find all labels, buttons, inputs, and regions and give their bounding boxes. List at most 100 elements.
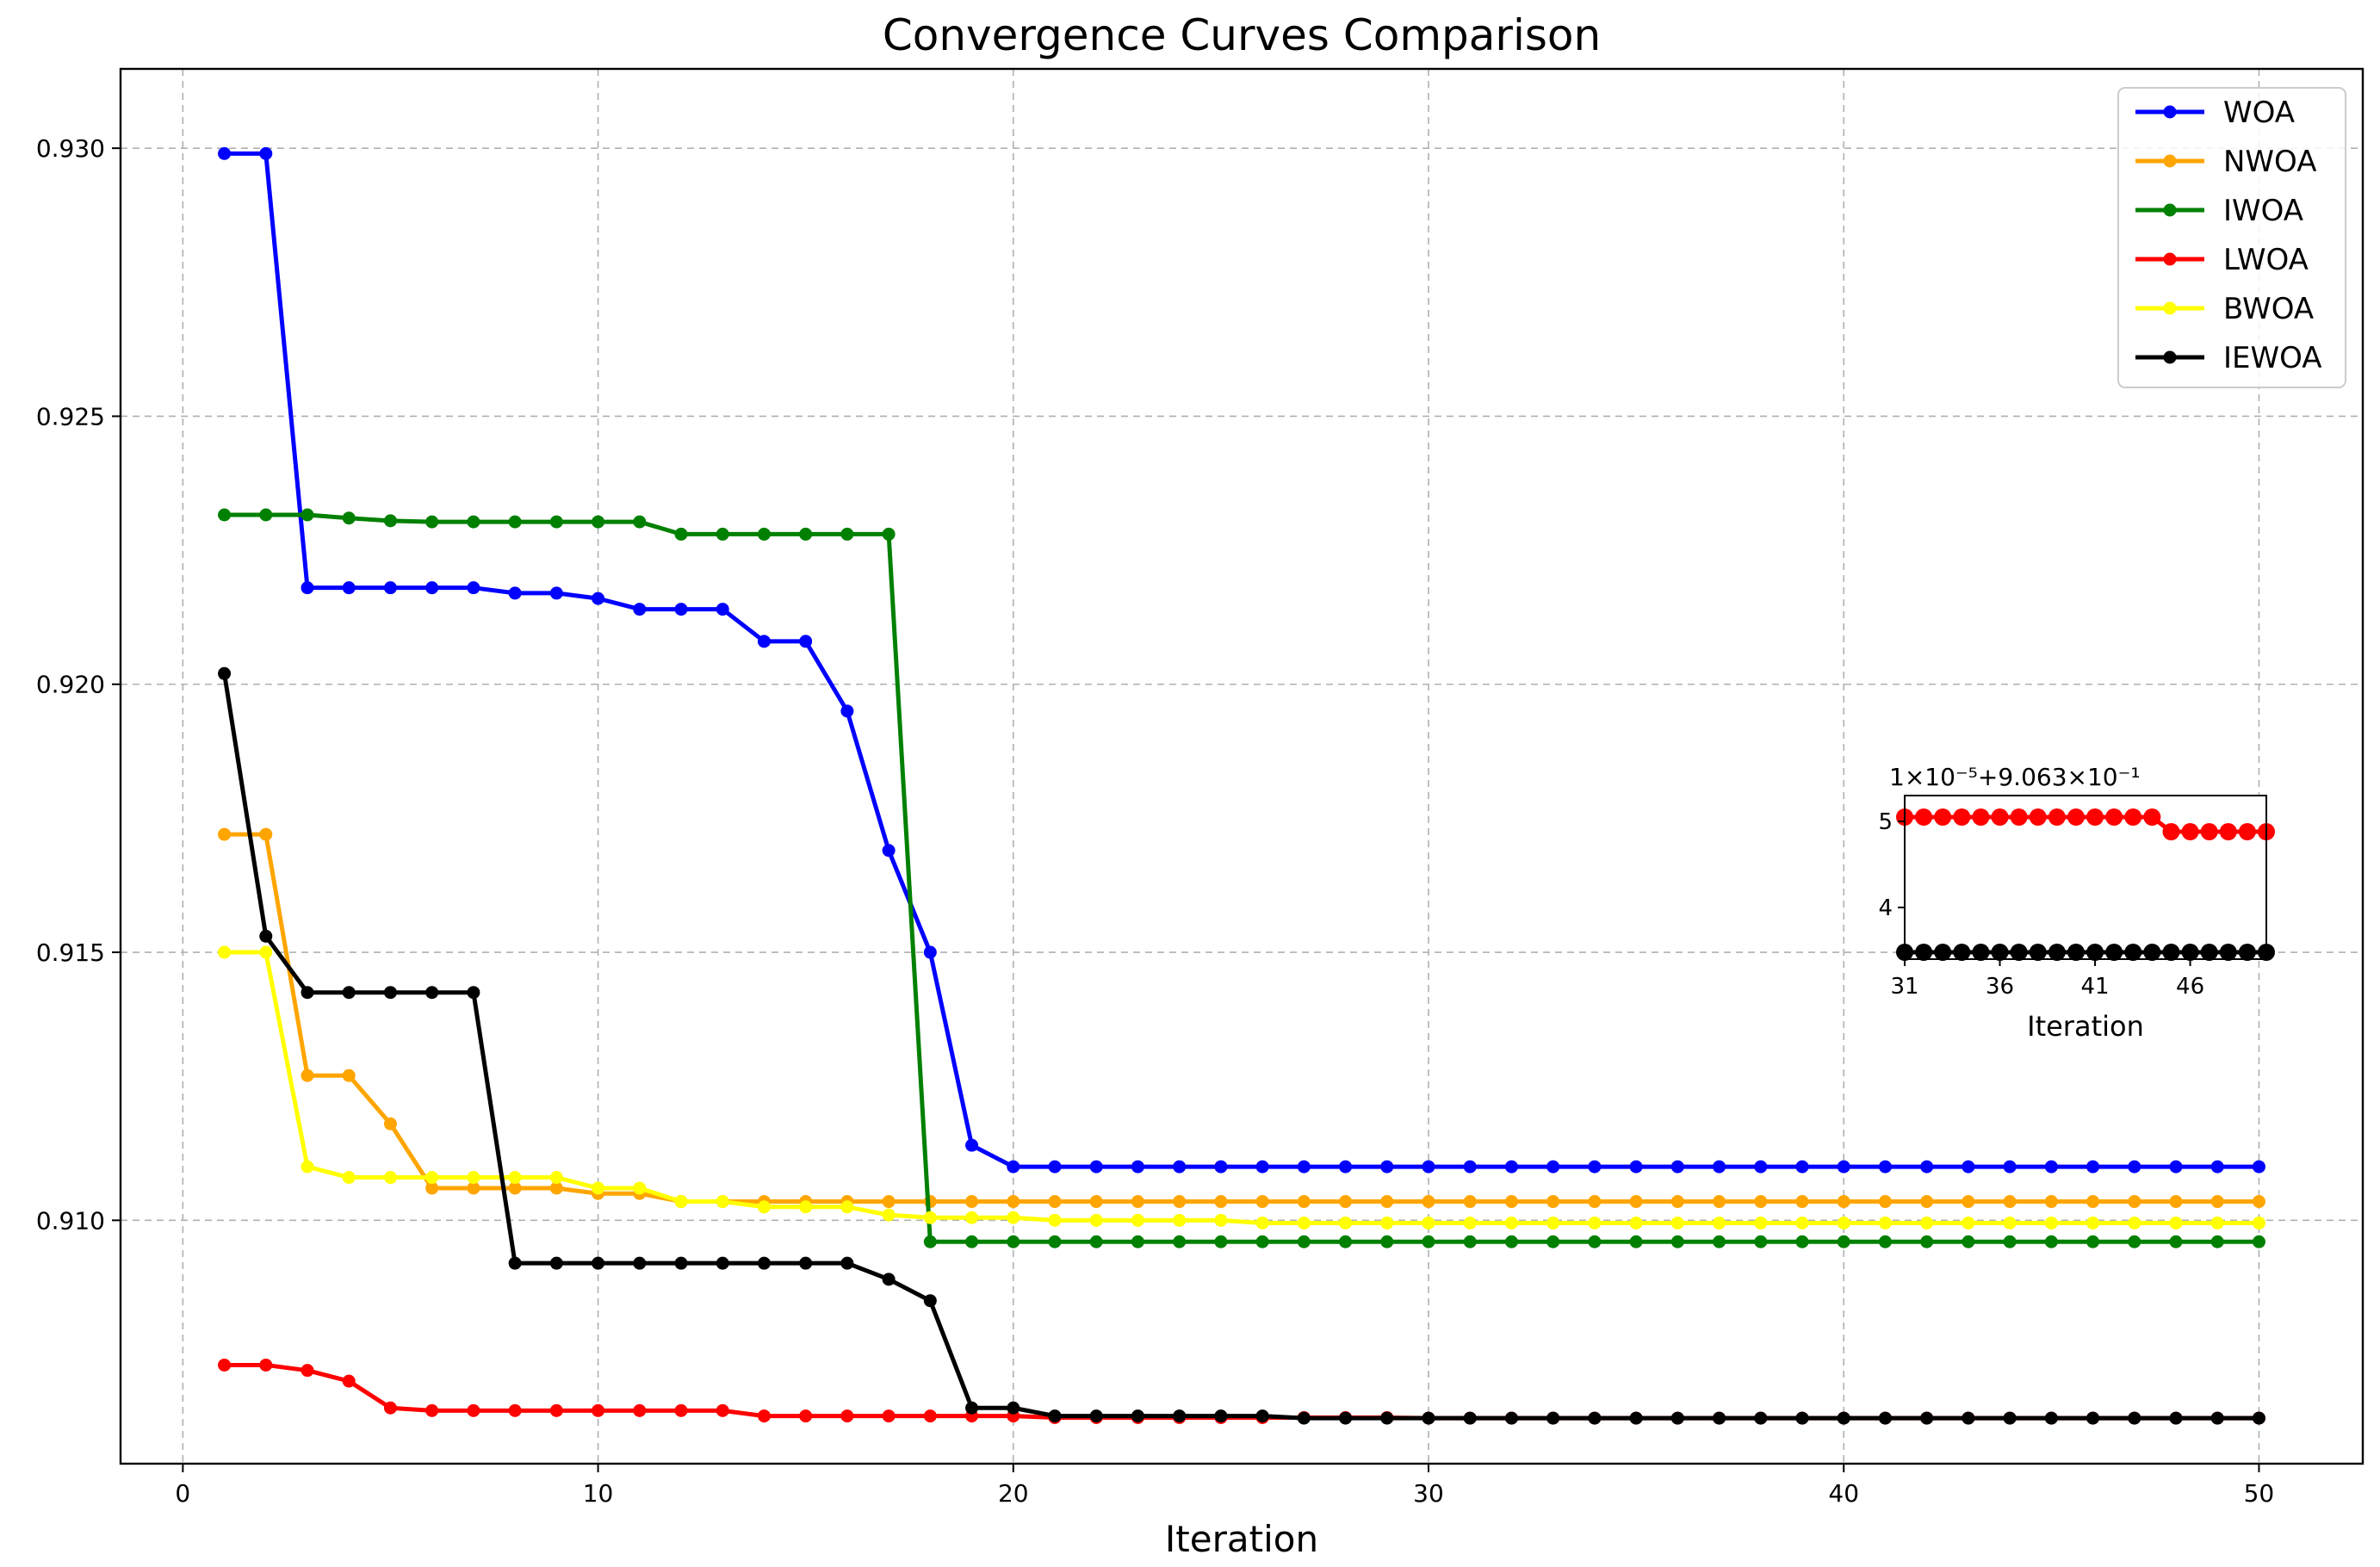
data-point-bwoa: [1463, 1216, 1477, 1229]
data-point-woa: [1920, 1160, 1934, 1174]
data-point-iewoa: [1214, 1409, 1228, 1423]
data-point-bwoa: [2252, 1216, 2265, 1229]
data-point-woa: [1255, 1160, 1269, 1174]
data-point-nwoa: [1463, 1195, 1477, 1209]
x-tick-label: 20: [998, 1479, 1029, 1508]
data-point-bwoa: [2003, 1216, 2017, 1229]
y-tick-label: 0.920: [36, 671, 105, 699]
data-point-iwoa: [1173, 1235, 1187, 1248]
legend-label-woa: WOA: [2223, 96, 2295, 130]
legend-label-iwoa: IWOA: [2223, 194, 2303, 228]
data-point-iewoa: [2044, 1411, 2058, 1425]
y-axis-ticks: 0.910 0.915 0.920 0.925 0.930: [36, 134, 121, 1235]
data-point-bwoa: [1173, 1213, 1187, 1227]
data-point-iwoa: [592, 515, 605, 529]
inset-point-iewoa: [1972, 944, 1990, 961]
data-point-iwoa: [467, 515, 480, 529]
data-point-iwoa: [882, 527, 896, 541]
data-point-bwoa: [2169, 1216, 2183, 1229]
data-point-iewoa: [383, 986, 397, 1000]
data-point-woa: [2044, 1160, 2058, 1174]
data-point-iewoa: [1754, 1411, 1768, 1425]
legend-marker-iwoa: [2163, 203, 2177, 217]
data-point-iwoa: [965, 1235, 979, 1248]
data-point-iewoa: [218, 666, 232, 680]
data-point-bwoa: [1713, 1216, 1726, 1229]
data-point-iwoa: [425, 515, 439, 529]
data-point-nwoa: [1214, 1195, 1228, 1209]
data-point-bwoa: [549, 1171, 563, 1185]
data-point-iewoa: [1048, 1409, 1062, 1423]
data-point-bwoa: [218, 945, 232, 959]
data-point-lwoa: [633, 1403, 647, 1417]
data-point-nwoa: [882, 1195, 896, 1209]
data-point-iewoa: [799, 1256, 813, 1270]
data-point-bwoa: [1546, 1216, 1560, 1229]
data-point-iwoa: [1131, 1235, 1144, 1248]
data-point-iewoa: [1255, 1409, 1269, 1423]
data-point-iwoa: [633, 515, 647, 529]
data-point-bwoa: [1920, 1216, 1934, 1229]
inset-point-iewoa: [1915, 944, 1933, 961]
inset-frame: [1904, 795, 2267, 960]
inset-point-iewoa: [2238, 944, 2256, 961]
data-point-woa: [1463, 1160, 1477, 1174]
data-point-lwoa: [799, 1409, 813, 1423]
data-point-iewoa: [1670, 1411, 1684, 1425]
data-point-nwoa: [2252, 1195, 2265, 1209]
data-point-woa: [342, 581, 356, 595]
data-point-nwoa: [508, 1181, 522, 1195]
data-point-bwoa: [1837, 1216, 1850, 1229]
data-point-iewoa: [674, 1256, 688, 1270]
inset-point-lwoa: [2124, 808, 2142, 826]
data-point-bwoa: [1048, 1213, 1062, 1227]
legend-marker-nwoa: [2163, 154, 2177, 168]
inset-point-lwoa: [2181, 823, 2199, 840]
data-point-woa: [716, 603, 729, 616]
data-point-bwoa: [1339, 1216, 1353, 1229]
data-point-iwoa: [1670, 1235, 1684, 1248]
data-point-woa: [1504, 1160, 1518, 1174]
data-point-iewoa: [301, 986, 314, 1000]
data-point-iewoa: [592, 1256, 605, 1270]
data-point-iewoa: [508, 1256, 522, 1270]
data-point-iwoa: [549, 515, 563, 529]
data-point-iwoa: [1713, 1235, 1726, 1248]
data-point-iewoa: [1546, 1411, 1560, 1425]
data-point-nwoa: [1131, 1195, 1144, 1209]
data-point-nwoa: [1795, 1195, 1809, 1209]
data-point-bwoa: [1878, 1216, 1892, 1229]
inset-point-lwoa: [1915, 808, 1933, 826]
data-point-woa: [2086, 1160, 2100, 1174]
data-point-iwoa: [2044, 1235, 2058, 1248]
data-point-iewoa: [2210, 1411, 2224, 1425]
data-point-bwoa: [1380, 1216, 1394, 1229]
data-point-iewoa: [1463, 1411, 1477, 1425]
data-point-nwoa: [1504, 1195, 1518, 1209]
inset-point-lwoa: [2200, 823, 2218, 840]
data-point-lwoa: [467, 1403, 480, 1417]
inset-point-iewoa: [1991, 944, 2009, 961]
data-point-woa: [383, 581, 397, 595]
data-point-iwoa: [2169, 1235, 2183, 1248]
data-point-bwoa: [633, 1181, 647, 1195]
series-line-iwoa: [224, 512, 2259, 1244]
series-line-bwoa: [224, 950, 2259, 1225]
data-point-iwoa: [1380, 1235, 1394, 1248]
data-point-nwoa: [383, 1117, 397, 1130]
data-point-iwoa: [674, 527, 688, 541]
inset-point-iewoa: [1934, 944, 1952, 961]
inset-point-iewoa: [2143, 944, 2161, 961]
data-point-nwoa: [2210, 1195, 2224, 1209]
data-point-lwoa: [301, 1364, 314, 1378]
data-point-bwoa: [1504, 1216, 1518, 1229]
data-point-iwoa: [1214, 1235, 1228, 1248]
data-point-iwoa: [1339, 1235, 1353, 1248]
inset-point-lwoa: [2067, 808, 2085, 826]
inset-x-tick-label: 41: [2081, 974, 2110, 1000]
data-point-lwoa: [674, 1403, 688, 1417]
inset-point-iewoa: [2200, 944, 2218, 961]
data-point-iewoa: [1629, 1411, 1643, 1425]
data-point-nwoa: [1007, 1195, 1020, 1209]
